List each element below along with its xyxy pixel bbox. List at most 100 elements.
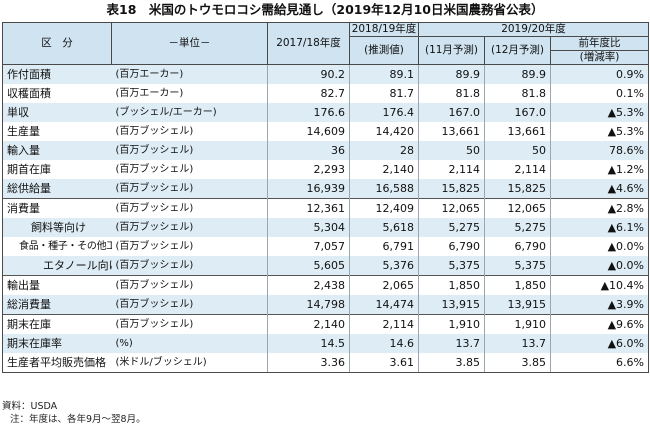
cell-2018: 2,114: [349, 314, 419, 334]
row-item: 輸入量: [2, 141, 112, 160]
row-unit: (百万ブッシェル): [111, 179, 268, 199]
row-item: 生産量: [2, 122, 112, 141]
cell-2018: 28: [349, 141, 419, 160]
row-unit: (百万ブッシェル): [111, 198, 268, 218]
table-row: 生産者平均販売価格 (米ドル/ブッシェル) 3.36 3.61 3.85 3.8…: [2, 353, 649, 373]
cell-nov: 89.9: [418, 64, 485, 84]
row-unit: (米ドル/ブッシェル): [111, 353, 268, 373]
table-row: 総消費量 (百万ブッシェル) 14,798 14,474 13,915 13,9…: [2, 295, 649, 315]
cell-2018: 14,474: [349, 295, 419, 315]
cell-2018: 5,618: [349, 218, 419, 237]
cell-2017: 176.6: [267, 103, 350, 122]
supply-demand-table: 区 分 －単位－ 2017/18年度 2018/19年度 2019/20年度 (…: [2, 22, 649, 373]
header-col-2017: 2017/18年度: [267, 22, 350, 65]
cell-2017: 3.36: [267, 353, 350, 373]
source-note: 資料：USDA: [2, 401, 58, 412]
cell-2018: 3.61: [349, 353, 419, 373]
table-row: 消費量 (百万ブッシェル) 12,361 12,409 12,065 12,06…: [2, 198, 649, 218]
cell-nov: 13.7: [418, 334, 485, 353]
table-row: 輸出量 (百万ブッシェル) 2,438 2,065 1,850 1,850 ▲1…: [2, 275, 649, 295]
cell-2018: 81.7: [349, 84, 419, 103]
row-item: 期末在庫: [2, 314, 112, 334]
cell-dec: 3.85: [484, 353, 551, 373]
cell-dec: 12,065: [484, 198, 551, 218]
cell-yoy: ▲1.2%: [550, 160, 649, 179]
row-unit: (百万ブッシェル): [111, 275, 268, 295]
cell-2018: 14,420: [349, 122, 419, 141]
cell-dec: 13,915: [484, 295, 551, 315]
cell-2017: 16,939: [267, 179, 350, 199]
cell-yoy: ▲5.3%: [550, 122, 649, 141]
table-row: 総供給量 (百万ブッシェル) 16,939 16,588 15,825 15,8…: [2, 179, 649, 199]
row-item: 収穫面積: [2, 84, 112, 103]
table-row: 輸入量 (百万ブッシェル) 36 28 50 50 78.6%: [2, 141, 649, 160]
row-item: 輸出量: [2, 275, 112, 295]
row-item: 期首在庫: [2, 160, 112, 179]
cell-yoy: 78.6%: [550, 141, 649, 160]
cell-yoy: 6.6%: [550, 353, 649, 373]
table-row: 食品・種子・その他工業向け (百万ブッシェル) 7,057 6,791 6,79…: [2, 237, 649, 256]
cell-nov: 1,910: [418, 314, 485, 334]
row-unit: (百万ブッシェル): [111, 122, 268, 141]
cell-nov: 2,114: [418, 160, 485, 179]
cell-nov: 50: [418, 141, 485, 160]
header-col-2019: 2019/20年度: [418, 22, 649, 37]
cell-2017: 14.5: [267, 334, 350, 353]
cell-nov: 15,825: [418, 179, 485, 199]
cell-2017: 2,438: [267, 275, 350, 295]
cell-yoy: ▲9.6%: [550, 314, 649, 334]
cell-yoy: ▲3.9%: [550, 295, 649, 315]
cell-2018: 5,376: [349, 256, 419, 276]
cell-2018: 176.4: [349, 103, 419, 122]
cell-2017: 12,361: [267, 198, 350, 218]
cell-dec: 1,910: [484, 314, 551, 334]
cell-2018: 2,140: [349, 160, 419, 179]
row-item: 食品・種子・その他工業向け: [2, 237, 112, 256]
cell-2018: 14.6: [349, 334, 419, 353]
cell-yoy: ▲6.1%: [550, 218, 649, 237]
table-row: 期末在庫 (百万ブッシェル) 2,140 2,114 1,910 1,910 ▲…: [2, 314, 649, 334]
row-item: 期末在庫率: [2, 334, 112, 353]
cell-nov: 13,661: [418, 122, 485, 141]
cell-2017: 2,293: [267, 160, 350, 179]
cell-2017: 90.2: [267, 64, 350, 84]
table-title: 表18 米国のトウモロコシ需給見通し（2019年12月10日米国農務省公表）: [106, 2, 544, 17]
cell-2017: 5,304: [267, 218, 350, 237]
header-col-yoy: 前年度比: [550, 36, 649, 51]
row-unit: (百万ブッシェル): [111, 295, 268, 315]
row-item: 単収: [2, 103, 112, 122]
cell-dec: 81.8: [484, 84, 551, 103]
header-col-2018: 2018/19年度: [349, 22, 419, 37]
cell-2018: 2,065: [349, 275, 419, 295]
cell-dec: 50: [484, 141, 551, 160]
cell-dec: 6,790: [484, 237, 551, 256]
row-unit: (百万エーカー): [111, 64, 268, 84]
cell-nov: 13,915: [418, 295, 485, 315]
cell-dec: 2,114: [484, 160, 551, 179]
cell-dec: 5,275: [484, 218, 551, 237]
table-row: 飼料等向け (百万ブッシェル) 5,304 5,618 5,275 5,275 …: [2, 218, 649, 237]
header-col-yoy-sub: (増減率): [550, 50, 649, 65]
row-item: 生産者平均販売価格: [2, 353, 112, 373]
cell-dec: 13.7: [484, 334, 551, 353]
table-row: 期首在庫 (百万ブッシェル) 2,293 2,140 2,114 2,114 ▲…: [2, 160, 649, 179]
fiscal-year-note: 注：年度は、各年9月～翌8月。: [10, 414, 146, 425]
cell-2018: 89.1: [349, 64, 419, 84]
header-col-2018-sub: (推測値): [349, 36, 419, 65]
cell-dec: 167.0: [484, 103, 551, 122]
table-row: 単収 (ブッシェル/エーカー) 176.6 176.4 167.0 167.0 …: [2, 103, 649, 122]
footnotes: 資料：USDA 注：年度は、各年9月～翌8月。: [2, 400, 146, 426]
cell-dec: 5,375: [484, 256, 551, 276]
cell-nov: 3.85: [418, 353, 485, 373]
row-item: 総消費量: [2, 295, 112, 315]
cell-2017: 2,140: [267, 314, 350, 334]
cell-2017: 14,798: [267, 295, 350, 315]
header-unit: －単位－: [111, 22, 268, 65]
header-col-dec: (12月予測): [484, 36, 551, 65]
cell-2017: 14,609: [267, 122, 350, 141]
cell-dec: 1,850: [484, 275, 551, 295]
row-unit: (百万ブッシェル): [111, 160, 268, 179]
cell-dec: 15,825: [484, 179, 551, 199]
table-row: 生産量 (百万ブッシェル) 14,609 14,420 13,661 13,66…: [2, 122, 649, 141]
table-row: 期末在庫率 (%) 14.5 14.6 13.7 13.7 ▲6.0%: [2, 334, 649, 353]
